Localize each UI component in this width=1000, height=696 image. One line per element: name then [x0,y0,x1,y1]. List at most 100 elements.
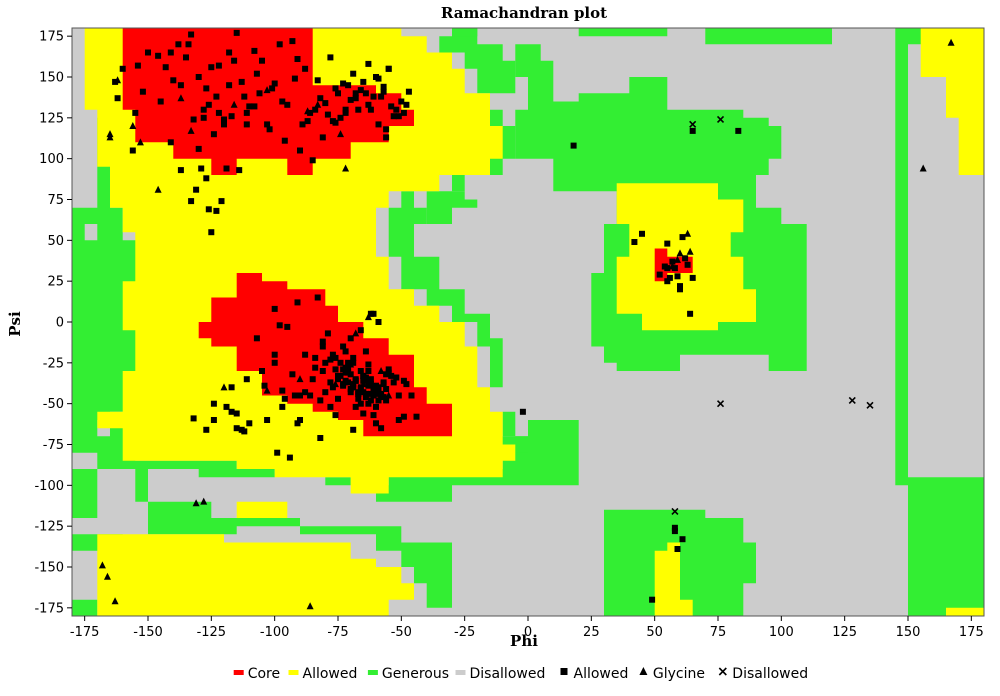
point-allowed [340,382,347,389]
point-allowed [170,77,177,84]
point-allowed [390,379,397,386]
legend-label: Generous [382,666,449,682]
point-disallowed [716,115,725,124]
point-allowed [388,103,395,110]
legend-cross-marker [718,667,727,676]
point-allowed [208,64,215,71]
point-disallowed [848,396,856,404]
y-tick-label: -50 [43,397,64,412]
point-allowed [302,389,309,396]
point-allowed [243,121,250,128]
point-allowed [221,121,227,128]
point-allowed [332,119,339,126]
point-allowed [233,425,240,432]
y-tick-label: 175 [39,30,64,45]
region-generous-1 [426,191,478,224]
point-allowed [360,410,367,417]
point-allowed [195,145,202,152]
point-allowed [145,49,151,56]
y-tick-label: 125 [39,111,64,126]
legend-label: Disallowed [732,666,808,682]
point-glycine [304,107,312,115]
point-allowed [297,417,303,423]
x-tick-label: -175 [70,625,100,640]
point-allowed [241,428,248,435]
point-allowed [357,384,364,391]
point-allowed [246,103,253,110]
point-allowed [309,157,316,164]
point-allowed [355,395,362,402]
point-allowed [276,41,283,48]
point-allowed [185,41,192,48]
point-glycine [385,391,393,399]
point-allowed [689,127,696,134]
legend-label: Disallowed [470,666,546,682]
point-allowed [324,111,331,118]
point-allowed [294,420,301,427]
point-disallowed [716,400,725,408]
point-allowed [271,80,278,87]
point-allowed [226,82,233,89]
point-allowed [362,394,369,401]
point-allowed [337,114,344,121]
point-allowed [200,114,207,121]
point-allowed [664,278,671,285]
point-allowed [236,167,243,174]
point-allowed [393,106,400,113]
point-allowed [375,386,382,392]
point-glycine [676,249,684,257]
point-allowed [289,371,296,378]
point-glycine [177,94,185,102]
point-allowed [395,392,402,399]
point-glycine [364,313,372,321]
point-allowed [335,372,341,379]
point-allowed [375,319,382,325]
point-allowed [365,361,372,368]
point-allowed [570,142,577,149]
point-glycine [347,360,355,368]
point-allowed [139,88,146,95]
point-allowed [167,49,174,56]
point-allowed [327,356,334,363]
point-glycine [98,561,106,569]
point-allowed [279,387,286,394]
point-allowed [271,351,278,358]
y-tick-label: 50 [47,234,64,249]
point-glycine [377,367,385,374]
legend-item-0: Core [233,666,280,682]
legend-swatch [233,670,244,675]
point-glycine [337,130,345,138]
region-allowed-1 [97,534,415,616]
point-allowed [312,106,319,113]
point-allowed [370,93,377,100]
point-allowed [183,54,189,61]
point-allowed [302,65,309,72]
point-allowed [233,410,240,417]
point-glycine [306,602,314,610]
point-allowed [203,85,210,92]
legend-swatch [367,670,378,675]
legend-item-6: Disallowed [718,666,808,682]
point-allowed [350,381,357,388]
point-allowed [307,392,314,399]
point-allowed [309,376,316,383]
point-allowed [403,101,410,108]
point-allowed [385,369,392,376]
point-allowed [188,198,195,205]
x-tick-label: 150 [896,625,921,640]
point-allowed [291,392,298,399]
point-allowed [373,403,379,410]
y-tick-label: -25 [43,356,64,371]
point-allowed [302,351,309,358]
point-allowed [281,395,288,402]
legend-item-4: Allowed [560,666,628,682]
point-allowed [403,381,410,388]
x-tick-label: 0 [524,625,532,640]
point-allowed [352,377,359,384]
point-glycine [686,247,694,255]
point-allowed [188,31,195,38]
point-allowed [177,82,184,89]
point-allowed [671,524,678,531]
point-allowed [682,255,689,262]
